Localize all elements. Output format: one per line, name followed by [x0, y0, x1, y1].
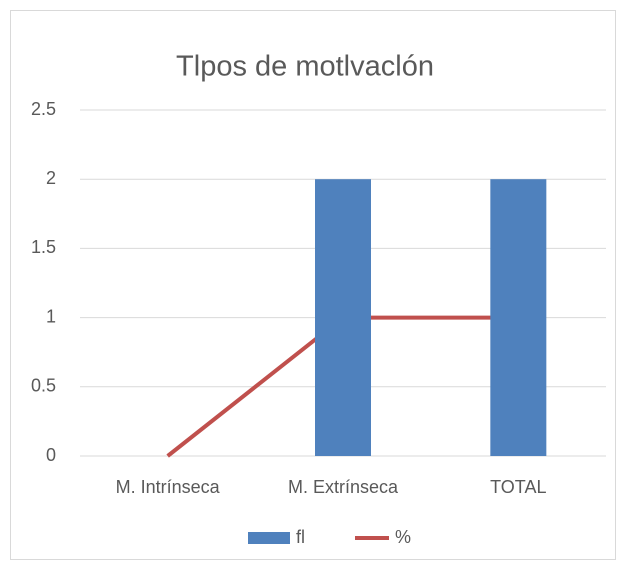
y-tick-label: 1: [46, 306, 56, 326]
bar: [315, 179, 371, 456]
legend-label: fl: [296, 527, 305, 547]
x-tick-label: TOTAL: [490, 477, 546, 497]
x-tick-label: M. Extrínseca: [288, 477, 399, 497]
y-tick-label: 0: [46, 445, 56, 465]
legend-swatch: [248, 532, 290, 544]
x-tick-label: M. Intrínseca: [116, 477, 221, 497]
y-tick-label: 1.5: [31, 237, 56, 257]
bar: [490, 179, 547, 456]
y-tick-label: 0.5: [31, 376, 56, 396]
chart-title: Tlpos de motlvaclón: [176, 51, 434, 83]
legend-label: %: [395, 527, 411, 547]
y-tick-label: 2: [46, 168, 56, 188]
y-tick-label: 2.5: [31, 99, 56, 119]
